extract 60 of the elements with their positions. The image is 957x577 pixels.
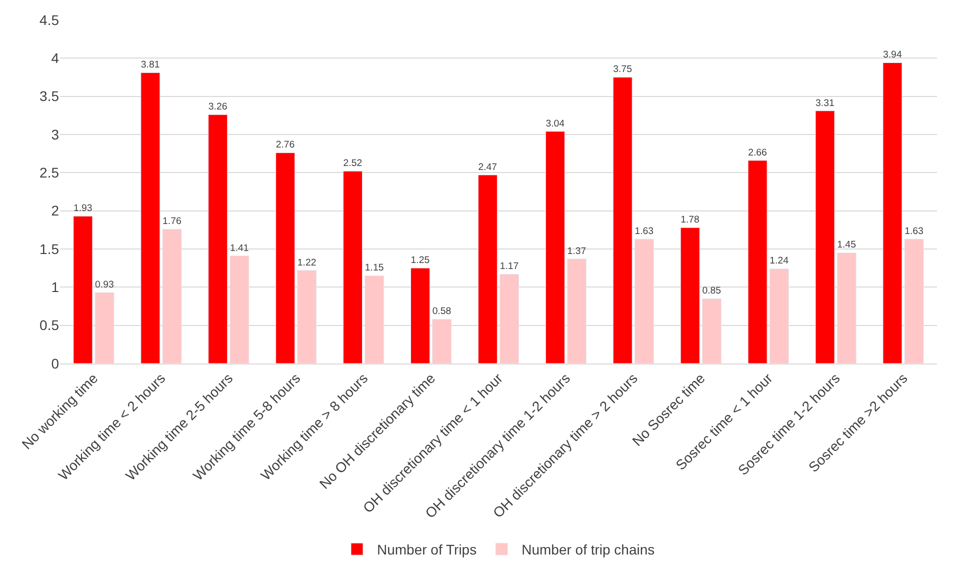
data-label: 1.24	[770, 256, 790, 267]
data-label: 1.15	[364, 262, 384, 274]
bar	[680, 227, 700, 364]
y-tick-label: 0	[51, 355, 60, 372]
bar	[634, 238, 654, 364]
y-tick-label: 3	[51, 126, 60, 142]
y-tick-label: 4.5	[40, 12, 60, 28]
data-label: 1.37	[567, 246, 586, 257]
data-label: 1.78	[680, 214, 700, 226]
y-tick-label: 1	[51, 279, 60, 296]
data-label: 1.63	[904, 226, 924, 237]
bar	[364, 275, 384, 364]
y-tick-label: 0.5	[40, 317, 60, 334]
bar	[545, 131, 565, 364]
data-label: 1.76	[162, 216, 182, 228]
data-label: 1.41	[230, 242, 249, 254]
bar	[208, 114, 228, 364]
data-label: 3.26	[208, 102, 228, 113]
legend-label: Number of Trips	[377, 542, 477, 558]
bar	[769, 268, 789, 364]
bar	[230, 256, 250, 364]
data-label: 1.22	[297, 257, 316, 268]
y-tick-label: 1.5	[40, 240, 60, 257]
bar	[702, 298, 722, 364]
y-tick-label: 2.5	[40, 164, 60, 181]
data-label: 0.58	[432, 306, 452, 318]
data-label: 1.63	[634, 226, 654, 237]
data-label: 0.93	[95, 279, 114, 290]
data-label: 3.04	[546, 118, 566, 130]
bar	[612, 76, 632, 364]
data-label: 1.17	[500, 261, 519, 272]
bar	[567, 258, 586, 364]
bar	[343, 170, 363, 364]
bar	[748, 160, 768, 364]
data-label: 3.75	[613, 64, 632, 76]
data-label: 0.85	[702, 286, 722, 297]
bar	[276, 152, 296, 364]
bar	[162, 228, 182, 364]
y-tick-label: 4	[51, 50, 60, 66]
data-label: 3.31	[816, 98, 834, 109]
bar	[815, 110, 835, 364]
data-label: 1.25	[410, 254, 430, 266]
data-label: 2.66	[748, 147, 767, 158]
bar	[836, 252, 856, 364]
bar	[297, 270, 317, 364]
data-label: 3.81	[140, 60, 160, 71]
bar	[140, 72, 160, 364]
bar	[500, 274, 520, 364]
data-label: 2.47	[478, 162, 498, 173]
legend-label: Number of trip chains	[522, 542, 655, 558]
data-label: 1.45	[837, 240, 856, 251]
data-label: 2.52	[343, 158, 362, 170]
data-label: 3.94	[882, 50, 902, 61]
bar	[432, 318, 452, 364]
y-tick-label: 3.5	[40, 88, 60, 104]
bar	[478, 174, 498, 364]
data-label: 1.93	[73, 203, 92, 214]
y-tick-label: 2	[51, 202, 60, 219]
bar	[410, 268, 430, 364]
data-label: 2.76	[276, 140, 295, 151]
